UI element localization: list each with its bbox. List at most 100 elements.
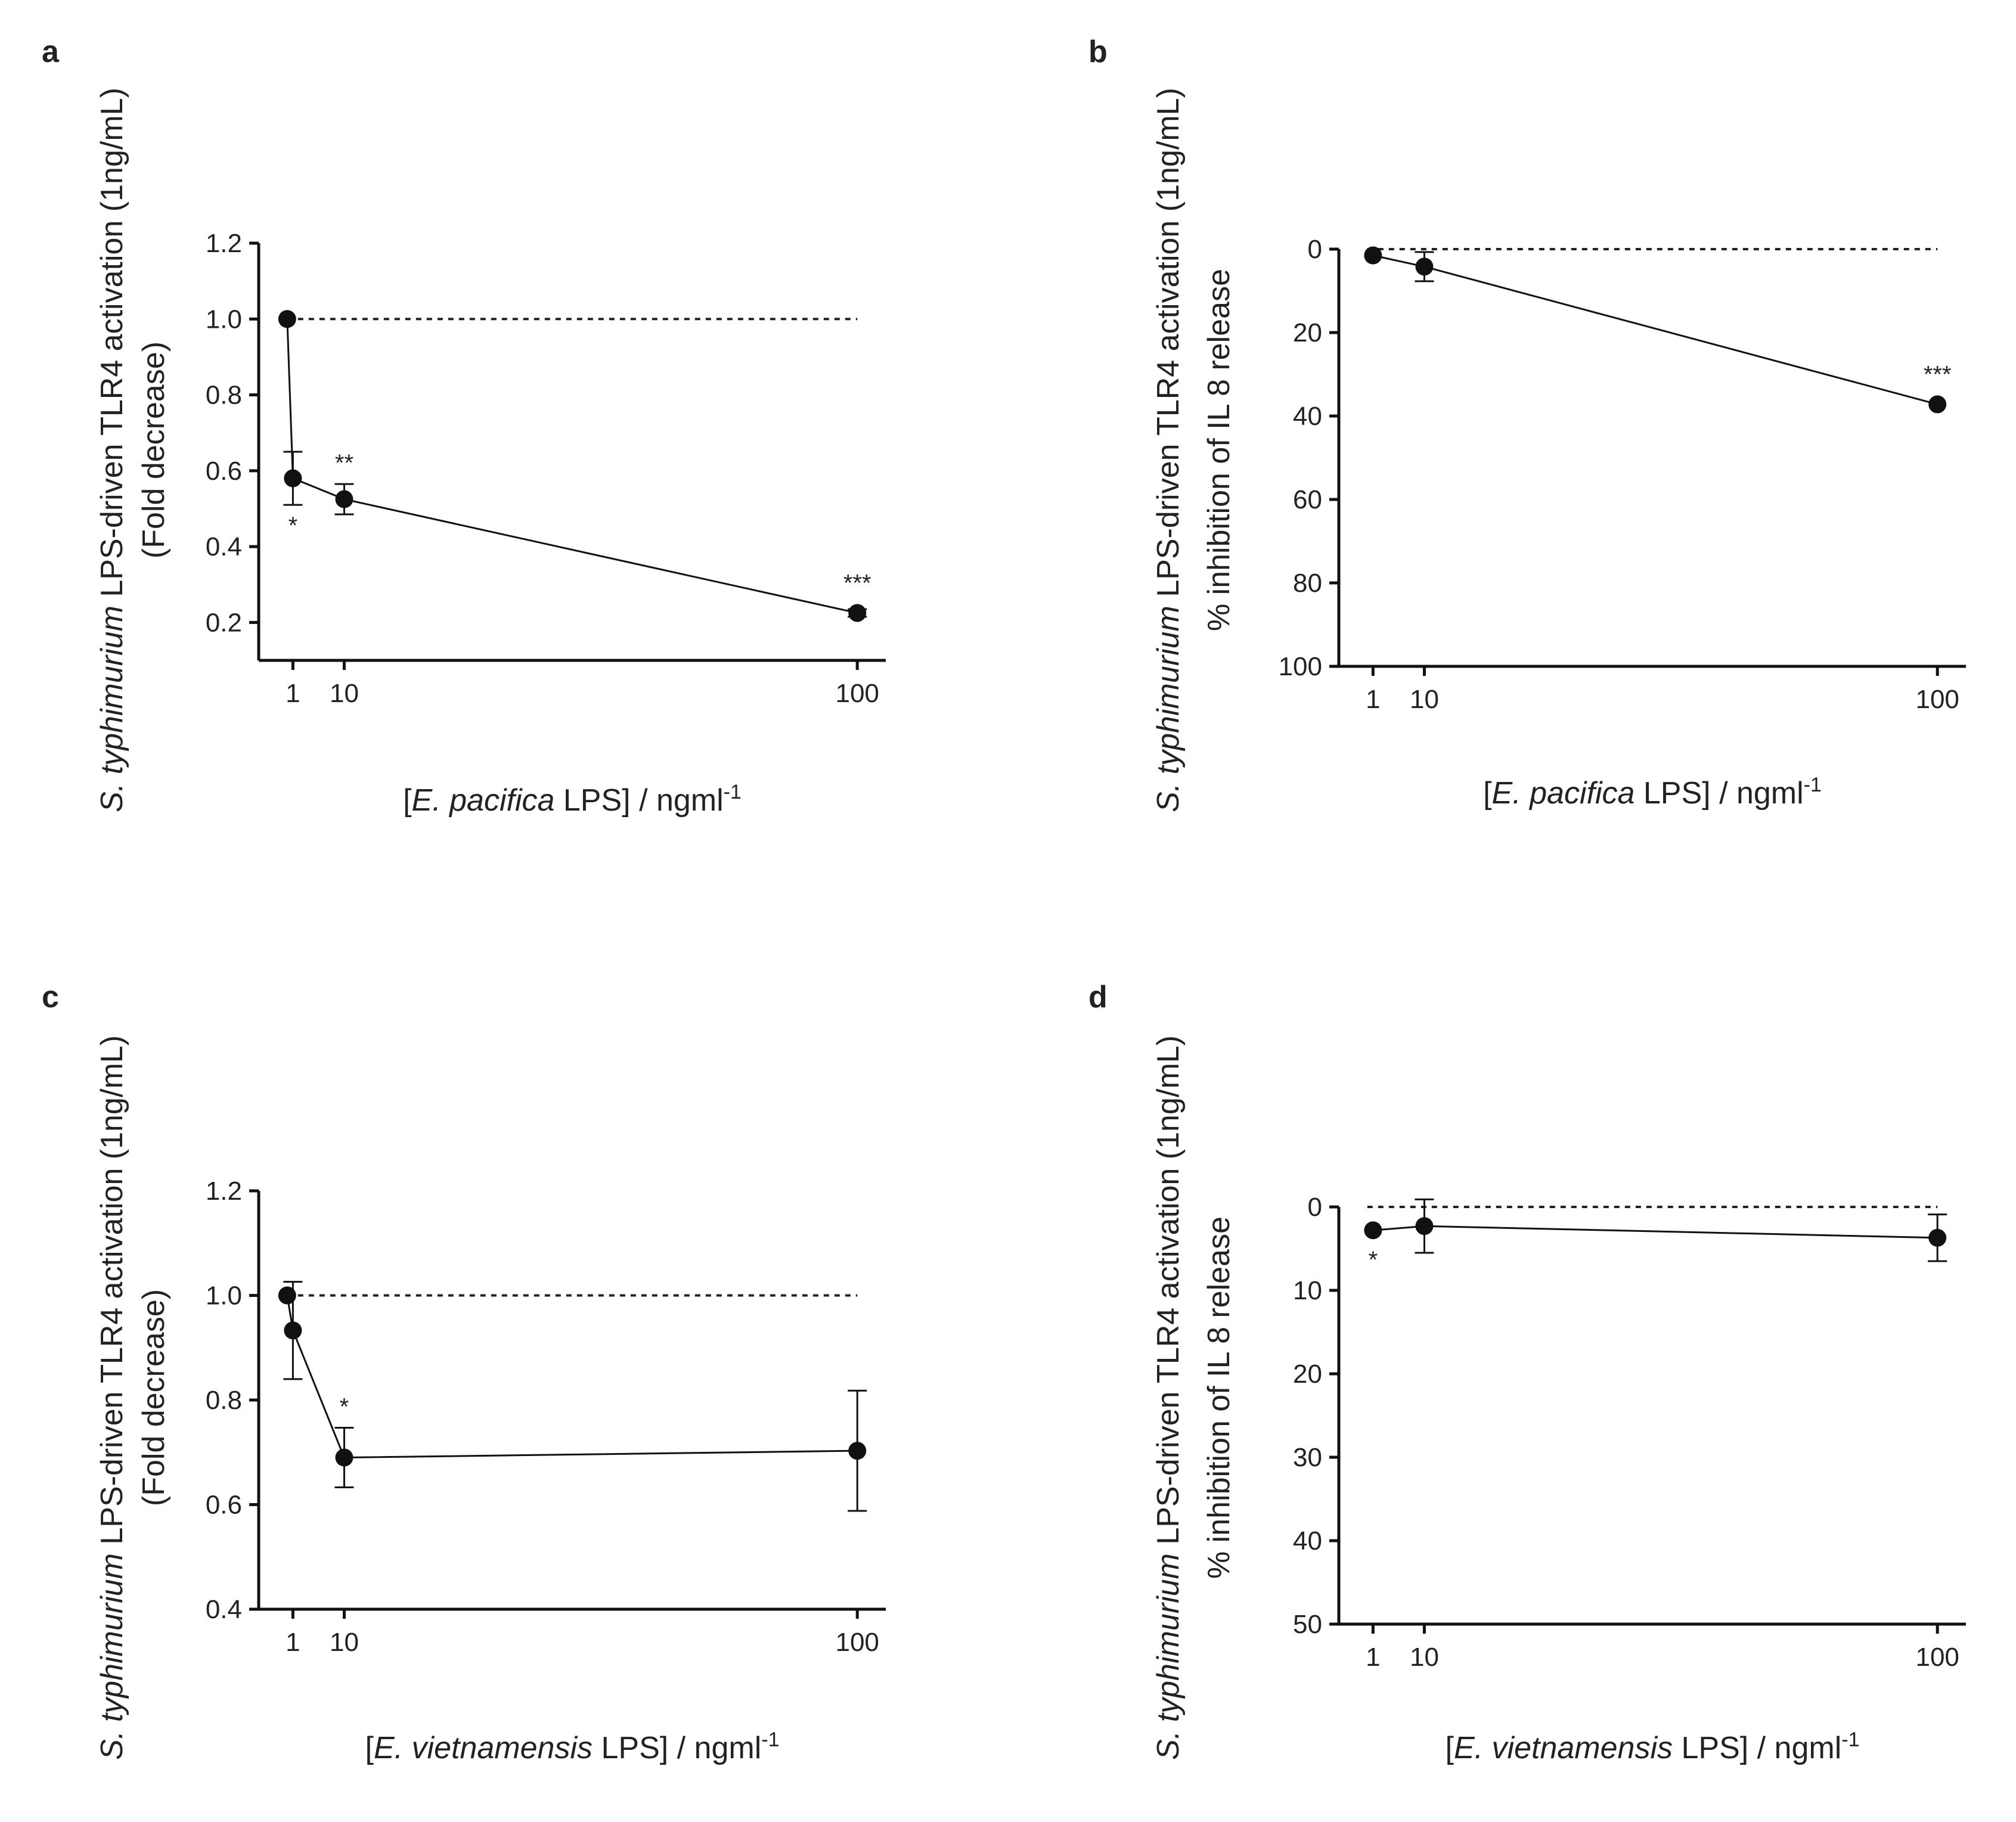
significance-marker: * — [1369, 1247, 1378, 1273]
x-axis-title-italic: E. vietnamensis — [374, 1731, 593, 1765]
data-point — [1364, 1221, 1382, 1240]
x-axis-title-pre: [ — [403, 783, 412, 818]
data-point — [278, 310, 296, 328]
y-axis-title-italic: S. typhimurium — [1151, 606, 1186, 812]
y-axis-subtitle: (Fold decrease) — [137, 1289, 171, 1506]
panel-letter: c — [42, 980, 59, 1014]
x-axis-title-pre: [ — [1483, 776, 1492, 811]
x-axis-title-italic: E. vietnamensis — [1454, 1731, 1673, 1765]
data-point — [278, 1286, 296, 1305]
y-tick-label: 0 — [1308, 235, 1322, 264]
y-tick-label: 0 — [1308, 1193, 1322, 1222]
x-tick-label: 100 — [1915, 1643, 1959, 1672]
series-line — [286, 319, 858, 614]
data-point — [284, 1321, 302, 1340]
y-axis-subtitle: % inhibition of IL 8 release — [1202, 1216, 1236, 1579]
y-axis-title: S. typhimurium LPS-driven TLR4 activatio… — [1151, 1035, 1186, 1760]
x-axis-title: [E. pacifica LPS] / ngml-1 — [1483, 774, 1822, 811]
data-point — [1928, 1228, 1947, 1247]
x-axis-title-post: LPS] / ngml — [593, 1731, 761, 1765]
y-axis-title-rest: LPS-driven TLR4 activation (1ng/mL) — [95, 88, 129, 606]
y-axis-title-rest: LPS-driven TLR4 activation (1ng/mL) — [95, 1035, 129, 1553]
y-tick-label: 40 — [1293, 402, 1322, 431]
y-tick-label: 0.8 — [206, 1386, 242, 1415]
data-point — [1928, 395, 1947, 414]
y-tick-label: 20 — [1293, 1359, 1322, 1389]
y-axis-title-rest: LPS-driven TLR4 activation (1ng/mL) — [1151, 1035, 1186, 1553]
y-tick-label: 1.0 — [206, 305, 242, 334]
series-line — [1373, 1225, 1938, 1239]
x-tick-label: 1 — [1366, 685, 1380, 714]
x-axis-title-post: LPS] / ngml — [554, 783, 723, 818]
y-tick-label: 100 — [1279, 652, 1322, 681]
y-tick-label: 1.0 — [206, 1281, 242, 1311]
data-point — [1415, 257, 1434, 276]
y-axis-title-italic: S. typhimurium — [95, 1553, 129, 1760]
panel-letter: b — [1088, 35, 1108, 69]
x-axis-title-italic: E. pacifica — [412, 783, 555, 818]
series-line — [286, 1295, 858, 1459]
y-tick-label: 0.8 — [206, 381, 242, 410]
significance-marker: * — [289, 513, 298, 539]
significance-marker: *** — [843, 570, 871, 596]
data-point — [335, 1448, 353, 1467]
significance-marker: *** — [1924, 361, 1952, 387]
x-tick-label: 10 — [1410, 685, 1439, 714]
y-axis-title-rest: LPS-driven TLR4 activation (1ng/mL) — [1151, 88, 1186, 606]
x-axis-title-pre: [ — [1446, 1731, 1454, 1765]
x-axis-title-post: LPS] / ngml — [1634, 776, 1803, 811]
panel-letter: a — [42, 35, 60, 69]
y-tick-label: 0.4 — [206, 532, 242, 561]
y-tick-label: 0.4 — [206, 1595, 242, 1624]
y-tick-label: 40 — [1293, 1526, 1322, 1556]
data-point — [284, 469, 302, 488]
panel-c: c 0.4 0.6 0.8 1.0 1.2 1 10 100 * S. typhimurium LP… — [42, 980, 886, 1765]
y-axis-title-italic: S. typhimurium — [1151, 1553, 1186, 1760]
series-line — [1373, 254, 1938, 405]
y-axis-title-italic: S. typhimurium — [95, 606, 129, 812]
x-tick-label: 1 — [1366, 1643, 1380, 1672]
x-axis-title-superscript: -1 — [1841, 1728, 1859, 1751]
data-point — [1415, 1217, 1434, 1236]
y-tick-label: 30 — [1293, 1443, 1322, 1472]
y-tick-label: 0.2 — [206, 608, 242, 637]
data-point — [335, 490, 353, 508]
x-tick-label: 100 — [835, 1628, 879, 1657]
x-tick-label: 1 — [286, 1628, 300, 1657]
panel-d: d 0 10 20 30 40 50 1 10 100 * S. typhimurium LPS-dr… — [1088, 980, 1966, 1765]
y-tick-label: 20 — [1293, 318, 1322, 347]
data-point — [848, 1442, 867, 1460]
x-tick-label: 1 — [286, 679, 300, 708]
x-tick-label: 10 — [330, 679, 359, 708]
x-axis-title-post: LPS] / ngml — [1673, 1731, 1841, 1765]
y-axis-title: S. typhimurium LPS-driven TLR4 activatio… — [1151, 88, 1186, 812]
data-point — [1364, 246, 1382, 265]
y-tick-label: 80 — [1293, 569, 1322, 598]
panel-a: a0.20.40.60.81.01.21 10 100******S. typhim… — [42, 35, 886, 818]
x-axis-title-superscript: -1 — [1804, 774, 1822, 796]
y-tick-label: 60 — [1293, 485, 1322, 514]
x-tick-label: 100 — [1915, 685, 1959, 714]
y-tick-label: 0.6 — [206, 1491, 242, 1520]
y-axis-subtitle: % inhibition of IL 8 release — [1202, 269, 1236, 631]
x-axis-title-superscript: -1 — [761, 1728, 779, 1751]
x-axis-title: [E. vietnamensis LPS] / ngml-1 — [365, 1728, 780, 1765]
significance-marker: * — [340, 1394, 349, 1420]
y-tick-label: 1.2 — [206, 229, 242, 258]
y-axis-subtitle: (Fold decrease) — [137, 342, 171, 558]
y-axis-title: S. typhimurium LPS-driven TLR4 activatio… — [95, 88, 129, 812]
panel-letter: d — [1088, 980, 1108, 1014]
y-tick-label: 50 — [1293, 1610, 1322, 1639]
significance-marker: ** — [335, 450, 353, 476]
y-axis-title: S. typhimurium LPS-driven TLR4 activatio… — [95, 1035, 129, 1760]
y-tick-label: 0.6 — [206, 457, 242, 486]
x-axis-title-italic: E. pacifica — [1492, 776, 1635, 811]
x-axis-title-pre: [ — [365, 1731, 374, 1765]
y-tick-label: 10 — [1293, 1276, 1322, 1305]
data-point — [848, 604, 867, 622]
y-tick-label: 1.2 — [206, 1177, 242, 1206]
x-axis-title-superscript: -1 — [724, 781, 742, 803]
x-axis-title: [E. pacifica LPS] / ngml-1 — [403, 781, 742, 818]
x-tick-label: 10 — [1410, 1643, 1439, 1672]
